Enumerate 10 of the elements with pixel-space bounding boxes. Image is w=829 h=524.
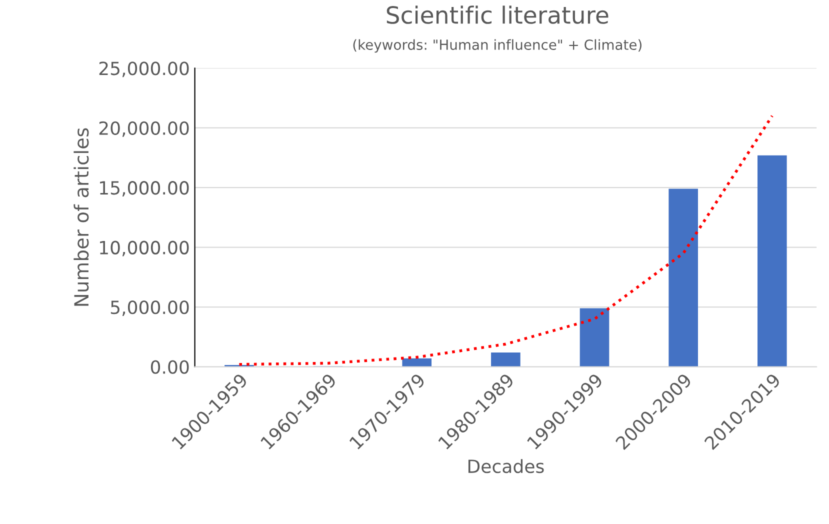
chart-subtitle: (keywords: "Human influence" + Climate) (353, 39, 642, 53)
chart-title: Scientific literature (386, 6, 608, 24)
y-tick-label: 10,000.00 (100, 240, 189, 256)
x-axis-title: Decades (468, 459, 544, 474)
y-tick-label: 0.00 (150, 360, 189, 374)
y-tick-label: 20,000.00 (99, 121, 189, 137)
y-tick-label: 15,000.00 (100, 181, 189, 197)
y-tick-label: 5,000.00 (110, 300, 189, 316)
y-axis-title: Number of articles (74, 128, 89, 306)
y-tick-label: 25,000.00 (99, 62, 189, 78)
